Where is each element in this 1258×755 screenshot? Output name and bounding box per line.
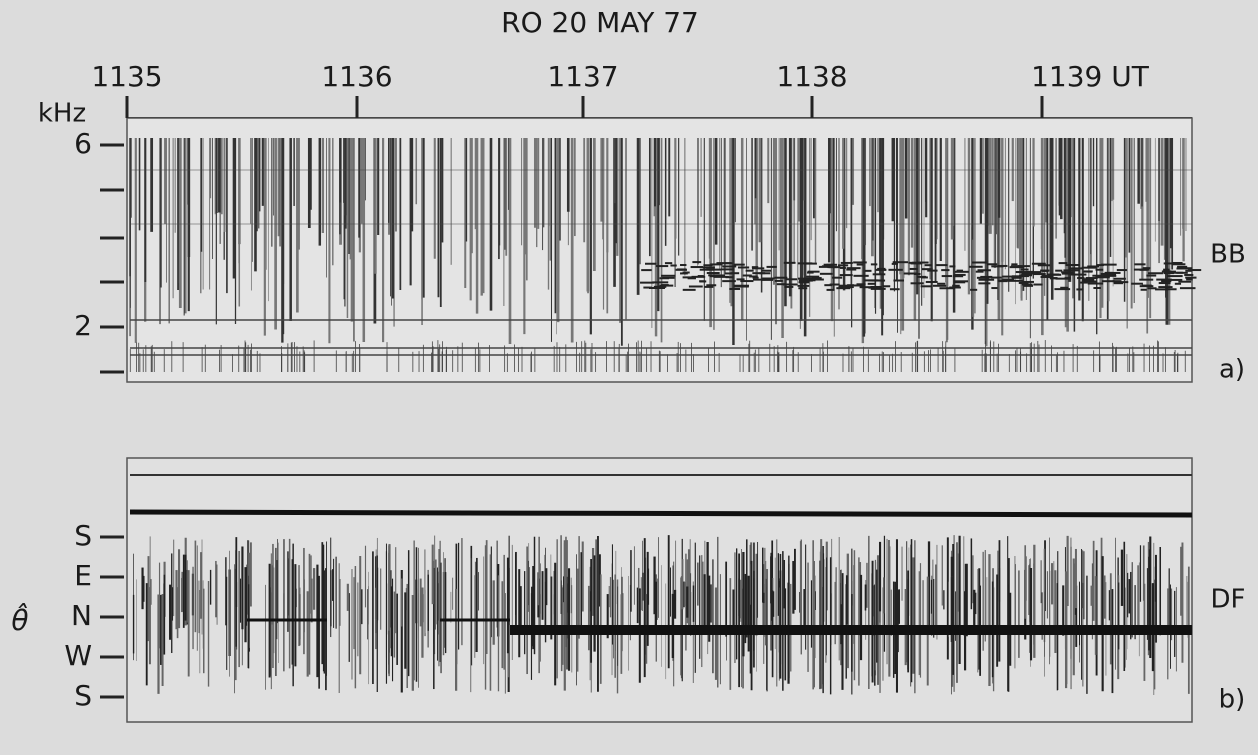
panel-a-tick-label: 6	[74, 127, 92, 160]
panel-b-tick-label: W	[64, 639, 92, 672]
panel-a-tick-label: 2	[74, 309, 92, 342]
page: {"title": "RO 20 MAY 77", "time_axis": {…	[0, 0, 1258, 755]
panel-a-unit: kHz	[38, 99, 86, 129]
panel-a-label: BB	[1210, 240, 1246, 270]
time-tick-label: 1137	[547, 60, 618, 93]
panel-b-tick-label: E	[74, 559, 92, 592]
time-tick-label: 1136	[321, 60, 392, 93]
figure: RO 20 MAY 77 kHz BB a) θ̂ DF b) 1135 1136…	[0, 0, 1258, 755]
time-tick-label: 1138	[776, 60, 847, 93]
panel-a-tag: a)	[1219, 355, 1245, 385]
panel-b-axis-label: θ̂	[11, 601, 28, 637]
figure-title: RO 20 MAY 77	[501, 6, 699, 39]
panel-b-frame	[127, 458, 1192, 722]
panel-b-tag: b)	[1219, 685, 1246, 715]
panel-b-tick-label: N	[71, 599, 92, 632]
time-tick-label: 1139 UT	[1031, 60, 1150, 93]
panel-b-label: DF	[1211, 585, 1246, 615]
panel-b-tick-label: S	[74, 519, 92, 552]
panel-b-tick-label: S	[74, 679, 92, 712]
time-tick-label: 1135	[91, 60, 162, 93]
texture-line	[130, 512, 1192, 515]
